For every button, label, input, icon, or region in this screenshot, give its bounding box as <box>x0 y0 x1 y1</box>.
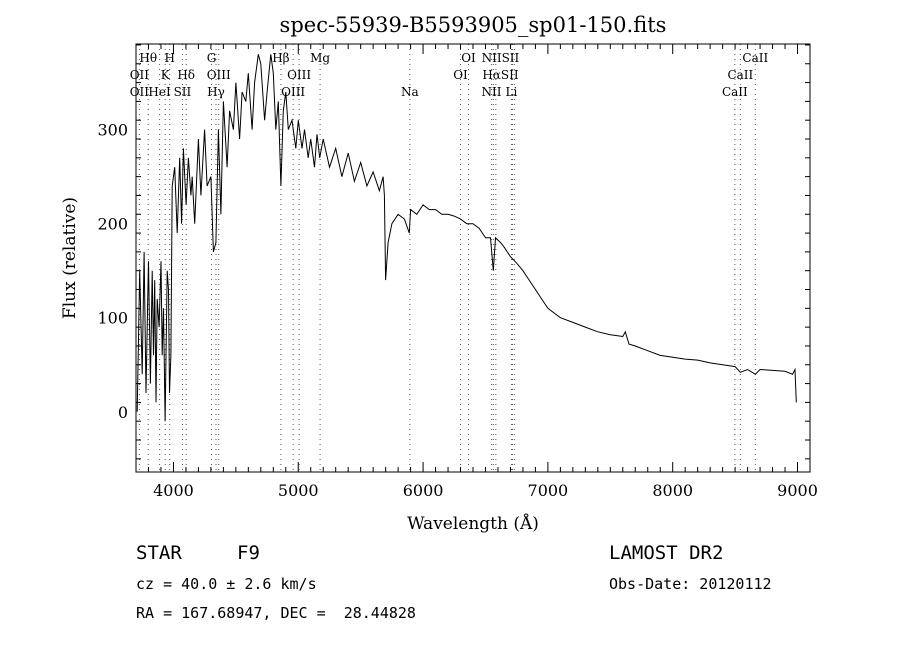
redshift-cz: cz = 40.0 ± 2.6 km/s <box>136 575 317 593</box>
line-marker-label: OIII <box>287 68 311 82</box>
line-marker-label: OIII <box>207 68 231 82</box>
object-subclass: F9 <box>237 542 260 564</box>
x-axis-label: Wavelength (Å) <box>407 513 539 534</box>
line-marker-label: NIISII <box>482 51 520 65</box>
line-marker-label: K <box>161 68 171 82</box>
line-marker-label: Li <box>506 85 518 99</box>
y-tick-label: 100 <box>97 309 128 328</box>
line-marker-label: CaII <box>742 51 768 65</box>
line-marker-label: HαSII <box>482 68 519 82</box>
x-tick-label: 8000 <box>652 481 693 500</box>
survey-name: LAMOST DR2 <box>609 542 724 564</box>
line-marker-label: Hβ <box>272 51 289 65</box>
x-tick-label: 7000 <box>528 481 569 500</box>
x-tick-label: 6000 <box>403 481 444 500</box>
line-marker-label: OIII <box>281 85 305 99</box>
line-marker-label: Hγ <box>207 85 225 99</box>
line-marker-label: G <box>207 51 217 65</box>
axes: 4000 5000 6000 7000 8000 9000 0 100 200 300 <box>97 43 818 500</box>
line-marker-label: SII <box>174 85 192 99</box>
x-tick-label: 4000 <box>153 481 194 500</box>
spectrum-line <box>136 54 797 422</box>
object-class: STAR <box>136 542 182 564</box>
line-marker-label: Hδ <box>177 68 195 82</box>
line-marker-label: CaII <box>727 68 753 82</box>
obs-date: Obs-Date: 20120112 <box>609 575 772 593</box>
chart-title: spec-55939-B5593905_sp01-150.fits <box>280 13 667 37</box>
line-marker-label: Na <box>401 85 419 99</box>
x-tick-label: 5000 <box>278 481 319 500</box>
y-tick-label: 0 <box>118 403 128 422</box>
line-marker-label: Mg <box>310 51 330 65</box>
y-tick-label: 300 <box>97 121 128 140</box>
line-marker-label: NII <box>481 85 501 99</box>
line-marker-label: OI <box>453 68 468 82</box>
line-marker-label: H <box>164 51 174 65</box>
line-marker-label: OII <box>130 68 150 82</box>
coordinates: RA = 167.68947, DEC = 28.44828 <box>136 604 416 622</box>
x-tick-label: 9000 <box>777 481 818 500</box>
line-marker-label: OII <box>130 85 150 99</box>
y-axis-label: Flux (relative) <box>60 197 80 319</box>
line-marker-label: OI <box>461 51 476 65</box>
line-marker-label: CaII <box>722 85 748 99</box>
line-marker-label: Hθ <box>139 51 157 65</box>
line-marker-label: HeI <box>148 85 171 99</box>
y-tick-label: 200 <box>97 215 128 234</box>
